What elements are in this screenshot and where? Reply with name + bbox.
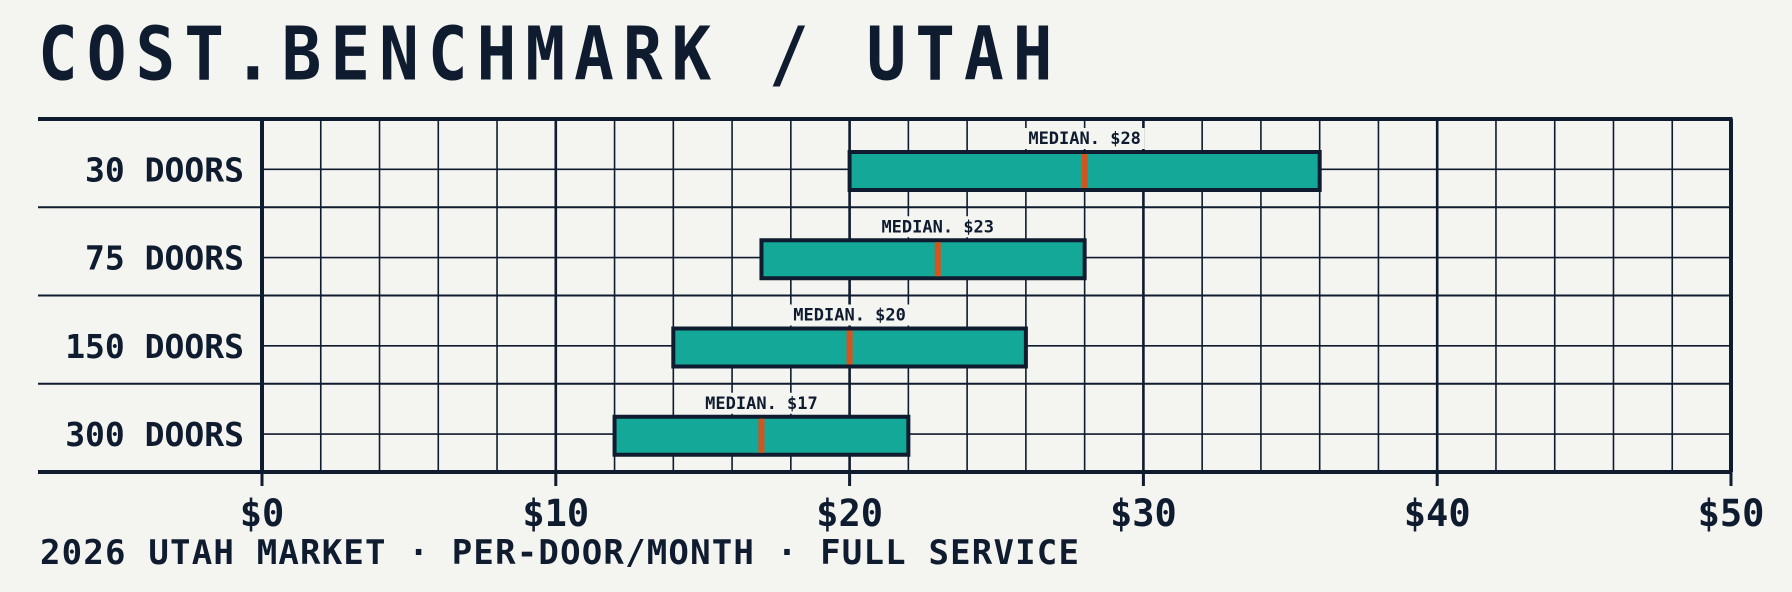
chart-footer-subtitle: 2026 UTAH MARKET · PER-DOOR/MONTH · FULL…	[40, 533, 1081, 573]
row-label: 30 DOORS	[85, 150, 244, 189]
median-label: MEDIAN. $17	[705, 394, 818, 414]
median-marker	[846, 330, 853, 365]
x-tick-label: $10	[522, 492, 589, 535]
median-label-bg	[701, 392, 822, 414]
row-labels: 30 DOORS 75 DOORS 150 DOORS 300 DOORS	[65, 150, 244, 454]
row-label: 75 DOORS	[85, 239, 244, 278]
median-label-bg	[1024, 128, 1145, 149]
x-tick-label: $30	[1110, 492, 1177, 535]
range-bars: MEDIAN. $28 MEDIAN. $23 MEDIAN. $20 MEDIAN.…	[612, 128, 1322, 457]
x-axis: $0 $10 $20 $30 $40 $50	[38, 470, 1765, 535]
range-bar-group: MEDIAN. $28	[847, 128, 1322, 192]
row-label: 300 DOORS	[65, 415, 244, 454]
median-label: MEDIAN. $23	[881, 217, 994, 237]
range-bar-group: MEDIAN. $23	[759, 216, 1087, 281]
range-bar-group: MEDIAN. $20	[671, 304, 1028, 369]
x-tick-label: $20	[816, 492, 883, 535]
range-bar-group: MEDIAN. $17	[612, 392, 911, 457]
row-label: 150 DOORS	[65, 327, 244, 366]
median-marker	[934, 242, 941, 277]
median-label-bg	[789, 304, 910, 326]
grid	[38, 117, 1733, 472]
range-bar	[759, 238, 1087, 281]
median-marker	[1081, 154, 1088, 188]
median-label: MEDIAN. $28	[1028, 129, 1141, 149]
x-tick-label: $40	[1404, 492, 1471, 535]
median-marker	[758, 418, 765, 453]
x-tick-label: $0	[240, 492, 285, 535]
chart-title: COST.BENCHMARK / UTAH	[38, 11, 1062, 98]
median-label-bg	[877, 216, 998, 238]
x-tick-label: $50	[1698, 492, 1765, 535]
median-label: MEDIAN. $20	[793, 306, 906, 326]
